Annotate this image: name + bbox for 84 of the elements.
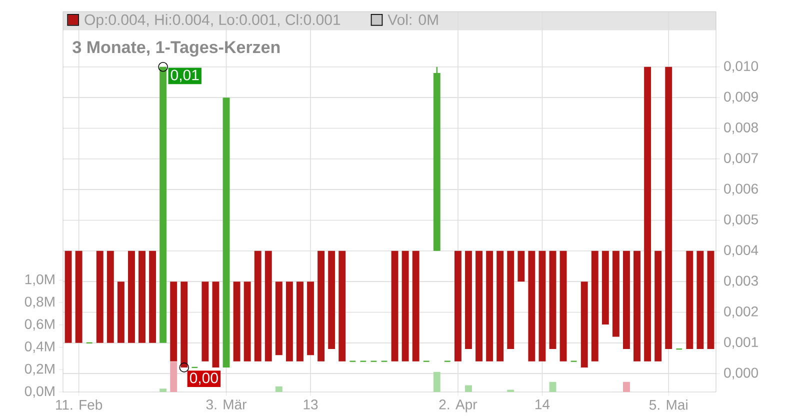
candlestick <box>465 250 472 350</box>
candlestick <box>233 282 240 362</box>
candlestick <box>560 250 567 362</box>
y-tick-label: 0,009 <box>724 92 758 104</box>
annotation: Vol: 0M <box>388 14 438 26</box>
y-tick-label: 0,007 <box>724 153 758 165</box>
candlestick <box>402 250 409 362</box>
candlestick <box>106 250 114 343</box>
candlestick <box>64 250 72 343</box>
candlestick <box>391 250 398 362</box>
candlestick <box>644 66 652 362</box>
candlestick <box>328 250 336 350</box>
candlestick <box>602 250 609 325</box>
candlestick <box>412 250 420 362</box>
candlestick <box>580 282 588 368</box>
bar <box>549 382 556 392</box>
candlestick <box>170 282 178 362</box>
x-tick-label: 14 <box>536 400 550 410</box>
candlestick <box>128 250 135 343</box>
candlestick <box>476 250 483 362</box>
annotation: 0,01 <box>170 70 199 82</box>
candlestick <box>528 250 536 362</box>
y-tick-label: 0,000 <box>724 368 758 380</box>
text: 3 Monate, 1-Tages-Kerzen <box>72 41 280 57</box>
candlestick <box>507 250 514 350</box>
y2-tick-label: 0,8M <box>24 296 54 308</box>
candlestick <box>296 282 304 362</box>
y-tick-label: 0,005 <box>724 214 758 226</box>
candlestick <box>75 250 82 343</box>
bar <box>275 386 282 392</box>
y2-tick-label: 0,2M <box>24 364 54 376</box>
candlestick <box>707 250 714 350</box>
x-tick-label: 13 <box>304 400 318 410</box>
candlestick <box>286 282 293 362</box>
candlestick <box>244 282 251 362</box>
candlestick <box>96 250 104 343</box>
bar <box>433 372 440 392</box>
x-tick-label: 11. Feb <box>56 400 102 410</box>
y2-tick-label: 1,0M <box>25 274 54 286</box>
y-tick-label: 0,002 <box>724 306 758 318</box>
x-tick-label: 5. Mai <box>649 400 688 410</box>
candlestick <box>138 250 146 343</box>
x-tick-label: 2. Apr <box>439 400 478 412</box>
candlestick <box>696 250 704 350</box>
candlestick <box>496 250 504 362</box>
candlestick <box>518 250 525 282</box>
y2-tick-label: 0,4M <box>24 341 54 354</box>
candlestick <box>307 282 314 356</box>
y-tick-label: 0,010 <box>724 61 758 73</box>
candlestick <box>486 250 494 362</box>
bar <box>170 362 178 392</box>
x-tick-label: 3. Mär <box>206 400 247 410</box>
y2-tick-label: 0,6M <box>24 319 54 331</box>
candlestick <box>338 250 346 362</box>
candlestick <box>318 250 325 362</box>
candlestick <box>275 282 282 356</box>
candlestick <box>665 66 672 350</box>
annotation: 0,00 <box>190 372 218 386</box>
candlestick <box>634 250 640 362</box>
bar <box>465 385 472 392</box>
candlestick <box>591 250 598 362</box>
y-tick-label: 0,003 <box>724 276 758 288</box>
candlestick <box>254 250 262 362</box>
candlestick <box>549 250 556 350</box>
bar <box>623 382 630 392</box>
candlestick <box>538 250 546 362</box>
y2-tick-label: 0,0M <box>24 386 54 398</box>
y-tick-label: 0,008 <box>724 122 758 134</box>
candlestick <box>117 282 124 343</box>
candlestick <box>654 250 662 362</box>
candlestick <box>264 250 272 362</box>
y-tick-label: 0,004 <box>724 245 758 257</box>
candlestick <box>202 282 209 362</box>
candlestick <box>149 250 156 343</box>
candlestick <box>686 250 694 350</box>
y-tick-label: 0,001 <box>724 337 758 349</box>
candlestick <box>222 98 230 368</box>
y-tick-label: 0,006 <box>724 184 758 196</box>
candlestick <box>454 250 462 362</box>
bar <box>160 388 167 392</box>
legend-label: Op:0.004, Hi:0.004, Lo:0.001, Cl:0.001 <box>84 14 340 28</box>
candlestick <box>212 282 220 368</box>
candlestick <box>623 250 630 350</box>
candlestick <box>612 250 620 337</box>
